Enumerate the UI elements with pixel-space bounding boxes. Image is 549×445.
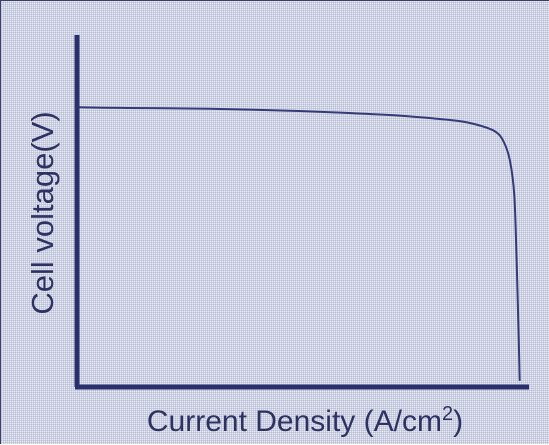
series-layer <box>76 106 521 381</box>
x-axis-label-text: Current Density (A/cm <box>147 405 442 438</box>
x-axis-label: Current Density (A/cm2) <box>147 403 463 438</box>
y-axis-label: Cell voltage(V) <box>25 111 60 314</box>
x-axis-label-superscript: 2 <box>442 403 453 425</box>
series-line-0 <box>76 106 521 381</box>
x-axis-label-close: ) <box>453 405 463 438</box>
